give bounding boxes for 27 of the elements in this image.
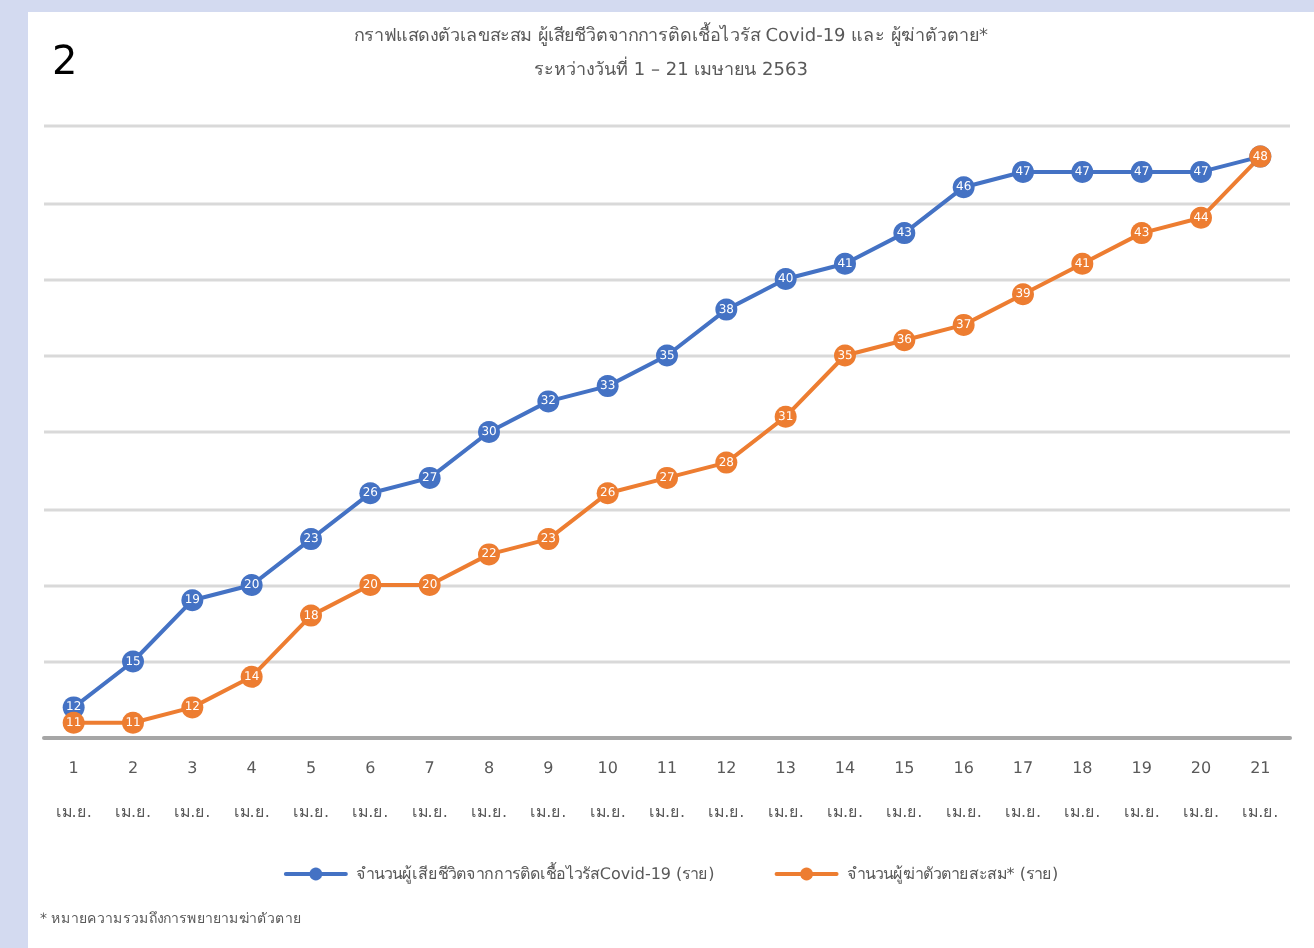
category-label: 18 เม.ย.: [1064, 759, 1101, 821]
text: 2: [127, 759, 139, 777]
category-label: เม.ย.: [114, 803, 152, 821]
category-label: 9 เม.ย.: [530, 759, 567, 821]
category-label: 16 เม.ย.: [945, 759, 982, 821]
chart-subtitle: ระหว่างวันที่ 1 – 21 เมษายน 2563: [534, 55, 808, 81]
legend-label: จำนวนผู้ฆ่าตัวตายสะสม* (ราย): [846, 865, 1059, 885]
category-label: 10 เม.ย.: [589, 759, 626, 821]
category-label: 11 เม.ย.: [648, 759, 686, 821]
category-label: 6 เม.ย.: [352, 759, 389, 821]
category-label: 19 เม.ย.: [1123, 759, 1160, 821]
category-label: 20 เม.ย.: [1182, 759, 1220, 821]
category-label: 4 เม.ย.: [233, 759, 270, 821]
chart-title: กราฟแสดงตัวเลขสะสม ผู้เสียชีวิตจากการติดเชื้อไวรัส Covid-19 และ ผู้ฆ่าตัวตาย*: [354, 21, 989, 47]
category-label: 3 เม.ย.: [174, 759, 211, 821]
category-label: 12 เม.ย.: [708, 759, 745, 821]
legend-label: จำนวนผู้เสียชีวิตจากการติดเชื้อไวรัสCovid-19 (ราย): [355, 861, 715, 885]
text: 2: [52, 36, 78, 84]
category-label: 7 เม.ย.: [411, 759, 448, 821]
category-label: 1 เม.ย.: [55, 759, 92, 821]
category-label: 8 เม.ย.: [470, 759, 508, 821]
category-label: 21 เม.ย.: [1242, 759, 1279, 821]
category-label: 15 เม.ย.: [886, 759, 923, 821]
category-label: 14 เม.ย.: [826, 759, 864, 821]
category-label: 13 เม.ย.: [767, 759, 804, 821]
category-label: 5 เม.ย.: [292, 759, 330, 821]
category-label: 17 เม.ย.: [1004, 759, 1042, 821]
